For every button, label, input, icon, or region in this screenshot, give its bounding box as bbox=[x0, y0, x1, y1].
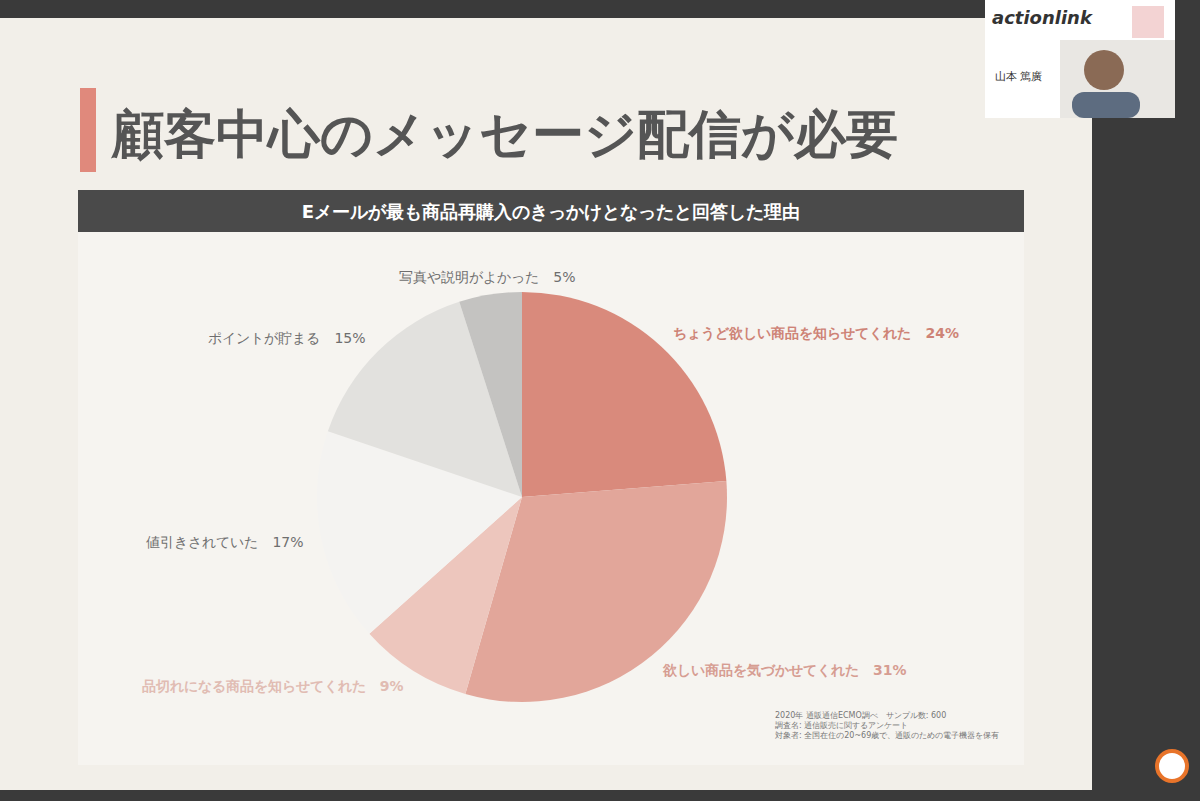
data-label: 値引きされていた 17% bbox=[146, 534, 303, 550]
value-label: 31% bbox=[873, 662, 907, 678]
canvas: 顧客中心のメッセージ配信が必要 Eメールが最も商品再購入のきっかけとなったと回答し… bbox=[0, 0, 1200, 801]
data-label: ちょうど欲しい商品を知らせてくれた 24% bbox=[673, 325, 959, 342]
subtitle-bar bbox=[78, 190, 1024, 232]
value-label: 15% bbox=[334, 330, 365, 346]
value-label: 9% bbox=[380, 678, 404, 694]
presenter-body bbox=[1072, 92, 1140, 118]
source-note: 調査名: 通信販売に関するアンケート bbox=[775, 721, 908, 730]
plot-background bbox=[78, 232, 1024, 765]
inset-logo: actionlink bbox=[992, 7, 1093, 28]
subtitle: Eメールが最も商品再購入のきっかけとなったと回答した理由 bbox=[302, 201, 800, 222]
presenter-head bbox=[1084, 50, 1124, 90]
category-label: 値引きされていた bbox=[146, 534, 258, 550]
slice bbox=[459, 292, 522, 497]
category-label: ポイントが貯まる bbox=[208, 330, 320, 346]
value-label: 17% bbox=[272, 534, 303, 550]
category-label: ちょうど欲しい商品を知らせてくれた bbox=[673, 325, 911, 342]
category-label: 品切れになる商品を知らせてくれた bbox=[142, 678, 366, 694]
category-label: 欲しい商品を気づかせてくれた bbox=[662, 662, 859, 678]
source-note: 対象者: 全国在住の20~69歳で、通販のための電子機器を保有 bbox=[775, 731, 999, 740]
corner-badge bbox=[1157, 751, 1187, 781]
source-notes: 2020年 通販通信ECMO調べ サンプル数: 600調査名: 通信販売に関する… bbox=[775, 711, 999, 740]
pie bbox=[317, 292, 727, 702]
title: 顧客中心のメッセージ配信が必要 bbox=[110, 104, 898, 164]
data-label: 品切れになる商品を知らせてくれた 9% bbox=[142, 678, 404, 694]
value-label: 5% bbox=[553, 269, 575, 285]
data-label: 欲しい商品を気づかせてくれた 31% bbox=[662, 662, 907, 678]
slide-background bbox=[0, 18, 1092, 790]
data-label: 写真や説明がよかった 5% bbox=[399, 269, 575, 285]
category-label: 写真や説明がよかった bbox=[399, 269, 539, 285]
value-label: 24% bbox=[925, 325, 959, 341]
inset-qr bbox=[1132, 6, 1164, 38]
presenter-inset: actionlink 山本 篤廣 bbox=[985, 0, 1175, 118]
data-labels: ちょうど欲しい商品を知らせてくれた 24% 欲しい商品を気づかせてくれた 31% 品切れ… bbox=[142, 269, 959, 694]
slice bbox=[522, 292, 726, 497]
inset-name: 山本 篤廣 bbox=[995, 70, 1043, 83]
data-label: ポイントが貯まる 15% bbox=[208, 330, 365, 346]
inset-photo bbox=[1060, 40, 1175, 118]
inset-background bbox=[985, 0, 1175, 118]
source-note: 2020年 通販通信ECMO調べ サンプル数: 600 bbox=[775, 711, 946, 720]
title-accent bbox=[80, 88, 96, 172]
